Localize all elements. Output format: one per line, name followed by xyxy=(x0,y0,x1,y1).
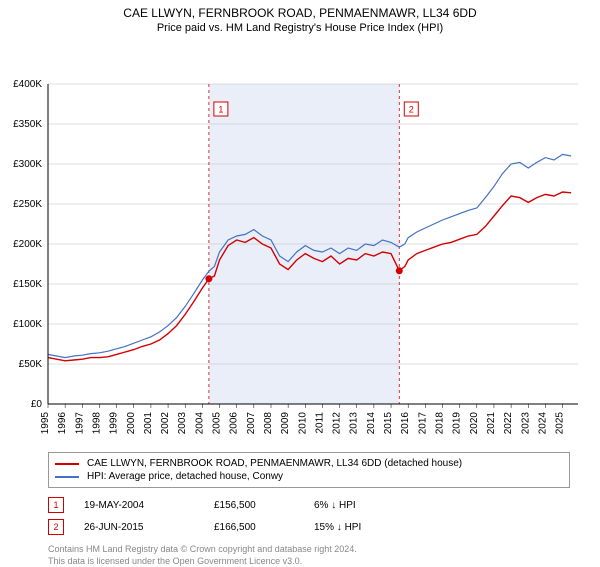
footer-line-2: This data is licensed under the Open Gov… xyxy=(48,556,570,567)
svg-text:2014: 2014 xyxy=(366,412,377,435)
svg-text:2000: 2000 xyxy=(126,412,137,435)
legend-label: HPI: Average price, detached house, Conw… xyxy=(87,471,283,482)
svg-text:1996: 1996 xyxy=(57,412,68,435)
svg-text:2001: 2001 xyxy=(143,412,154,435)
event-marker: 2 xyxy=(48,519,64,535)
svg-text:2016: 2016 xyxy=(400,412,411,435)
chart-area: £0 £50K £100K £150K £200K £250K £300K £350K £400… xyxy=(0,38,600,444)
event-date: 19-MAY-2004 xyxy=(84,500,194,511)
svg-text:2019: 2019 xyxy=(452,412,463,435)
chart-title: CAE LLWYN, FERNBROOK ROAD, PENMAENMAWR, … xyxy=(0,0,600,20)
svg-text:2002: 2002 xyxy=(160,412,171,435)
legend-swatch xyxy=(55,463,79,465)
svg-text:2010: 2010 xyxy=(297,412,308,435)
event-date: 26-JUN-2015 xyxy=(84,522,194,533)
svg-text:£250K: £250K xyxy=(13,199,42,210)
svg-text:1995: 1995 xyxy=(40,412,51,435)
events-table: 1 19-MAY-2004 £156,500 6% ↓ HPI 2 26-JUN-2015… xyxy=(48,494,570,538)
event-price: £156,500 xyxy=(214,500,294,511)
svg-text:2015: 2015 xyxy=(383,412,394,435)
svg-text:£350K: £350K xyxy=(13,119,42,130)
event-diff: 6% ↓ HPI xyxy=(314,500,414,511)
svg-text:2024: 2024 xyxy=(537,412,548,435)
event-row: 2 26-JUN-2015 £166,500 15% ↓ HPI xyxy=(48,516,570,538)
svg-text:2004: 2004 xyxy=(194,412,205,435)
event-marker: 1 xyxy=(48,497,64,513)
svg-text:2003: 2003 xyxy=(177,412,188,435)
svg-text:1: 1 xyxy=(218,105,223,115)
svg-text:£50K: £50K xyxy=(19,359,43,370)
svg-text:2017: 2017 xyxy=(417,412,428,435)
legend-item: CAE LLWYN, FERNBROOK ROAD, PENMAENMAWR, … xyxy=(55,457,563,470)
svg-text:1999: 1999 xyxy=(109,412,120,435)
legend: CAE LLWYN, FERNBROOK ROAD, PENMAENMAWR, … xyxy=(48,452,570,488)
event-diff: 15% ↓ HPI xyxy=(314,522,414,533)
svg-text:2018: 2018 xyxy=(434,412,445,435)
svg-text:2008: 2008 xyxy=(263,412,274,435)
legend-item: HPI: Average price, detached house, Conw… xyxy=(55,470,563,483)
svg-text:2: 2 xyxy=(409,105,414,115)
svg-text:2013: 2013 xyxy=(349,412,360,435)
svg-text:2007: 2007 xyxy=(246,412,257,435)
svg-text:2009: 2009 xyxy=(280,412,291,435)
svg-text:2022: 2022 xyxy=(503,412,514,435)
svg-text:£300K: £300K xyxy=(13,159,42,170)
svg-text:£100K: £100K xyxy=(13,319,42,330)
svg-text:2011: 2011 xyxy=(314,412,325,434)
legend-swatch xyxy=(55,476,79,478)
footer-line-1: Contains HM Land Registry data © Crown c… xyxy=(48,544,570,556)
svg-text:2021: 2021 xyxy=(486,412,497,435)
svg-text:2025: 2025 xyxy=(555,412,566,435)
footer-attribution: Contains HM Land Registry data © Crown c… xyxy=(48,544,570,567)
svg-text:2005: 2005 xyxy=(212,412,223,435)
svg-text:2020: 2020 xyxy=(469,412,480,435)
chart-subtitle: Price paid vs. HM Land Registry's House … xyxy=(0,20,600,38)
legend-label: CAE LLWYN, FERNBROOK ROAD, PENMAENMAWR, … xyxy=(87,458,462,469)
svg-text:2006: 2006 xyxy=(229,412,240,435)
line-chart: £0 £50K £100K £150K £200K £250K £300K £350K £400… xyxy=(0,38,600,444)
svg-text:1998: 1998 xyxy=(91,412,102,435)
svg-text:£200K: £200K xyxy=(13,239,42,250)
event-row: 1 19-MAY-2004 £156,500 6% ↓ HPI xyxy=(48,494,570,516)
svg-text:2023: 2023 xyxy=(520,412,531,435)
svg-text:£400K: £400K xyxy=(13,79,42,90)
svg-text:2012: 2012 xyxy=(332,412,343,435)
event-price: £166,500 xyxy=(214,522,294,533)
svg-text:£0: £0 xyxy=(31,399,43,410)
svg-text:£150K: £150K xyxy=(13,279,42,290)
svg-text:1997: 1997 xyxy=(74,412,85,435)
